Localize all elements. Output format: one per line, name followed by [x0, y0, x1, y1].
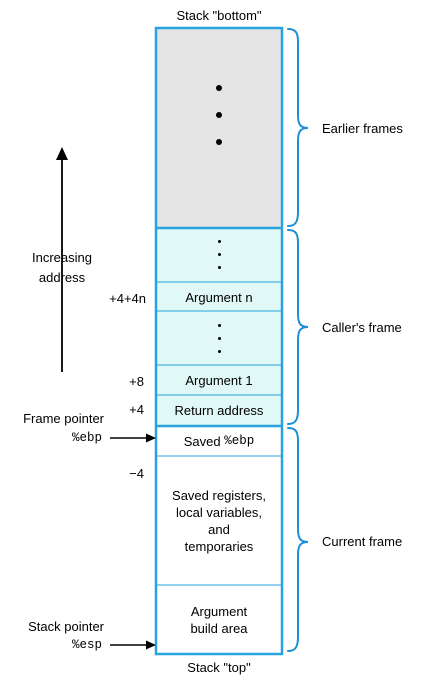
- ellipsis-dot: [216, 112, 222, 118]
- ellipsis-dot: [218, 350, 221, 353]
- ellipsis-dot: [218, 253, 221, 256]
- ellipsis-dot: [216, 139, 222, 145]
- increasing-address-line-2: address: [38, 270, 86, 285]
- increasing-address-line-1: Increasing: [32, 250, 92, 265]
- saved-ebp-register: %ebp: [224, 434, 255, 448]
- ellipsis-dot: [218, 266, 221, 269]
- increasing-address-arrowhead: [56, 147, 68, 160]
- offset-argument-n: +4+4n: [109, 291, 146, 306]
- stack-top-label: Stack "top": [187, 660, 251, 675]
- current-frame-brace: [287, 427, 309, 652]
- offset-return-address: +4: [129, 402, 144, 417]
- stack-outline: [154, 26, 284, 656]
- saved-ebp-label: Saved: [183, 434, 221, 449]
- return-address-cell: Return address: [157, 396, 281, 425]
- saved-registers-line-2: local variables,: [176, 505, 262, 520]
- earlier-frames-region: [156, 28, 282, 228]
- cell-dividers: [156, 281, 282, 586]
- offset-saved-registers: −4: [129, 466, 144, 481]
- frame-pointer-label: Frame pointer: [23, 411, 104, 426]
- ellipsis-dot: [218, 337, 221, 340]
- frame-boundaries: [156, 226, 282, 428]
- ellipsis-dot: [218, 240, 221, 243]
- argument-n-cell: Argument n: [157, 283, 281, 311]
- stack-pointer-register: %esp: [71, 638, 102, 652]
- earlier-frames-label: Earlier frames: [322, 121, 403, 136]
- callers-frame-label: Caller's frame: [322, 320, 402, 335]
- frame-pointer-register: %ebp: [71, 431, 102, 445]
- argument-n-label: Argument n: [185, 289, 253, 305]
- stack-pointer-arrowhead: [146, 640, 156, 650]
- saved-registers-line-4: temporaries: [184, 539, 254, 554]
- ellipsis-dot: [218, 324, 221, 327]
- argument-build-line-1: Argument: [190, 603, 248, 619]
- saved-registers-cell: Saved registers, local variables, and te…: [157, 457, 281, 585]
- ellipsis-dot: [216, 85, 222, 91]
- current-frame-region: [156, 426, 282, 654]
- frame-pointer-arrowhead: [146, 433, 156, 443]
- argument-build-line-2: build area: [190, 620, 248, 636]
- current-frame-label: Current frame: [322, 534, 403, 549]
- saved-registers-line-3: and: [208, 522, 230, 537]
- earlier-frames-brace: [287, 28, 309, 227]
- stack-bottom-label: Stack "bottom": [176, 8, 262, 23]
- argument-1-cell: Argument 1: [157, 366, 281, 395]
- argument-1-label: Argument 1: [185, 373, 253, 388]
- callers-frame-region: [156, 228, 282, 426]
- increasing-address-label: Increasing address: [16, 248, 108, 288]
- saved-registers-line-1: Saved registers,: [172, 488, 266, 503]
- offset-argument-1: +8: [129, 374, 144, 389]
- argument-build-cell: Argument build area: [157, 586, 281, 653]
- stack-pointer-label: Stack pointer: [28, 619, 104, 634]
- callers-frame-brace: [287, 229, 309, 425]
- saved-ebp-cell: Saved %ebp: [157, 427, 281, 456]
- return-address-label: Return address: [174, 403, 264, 418]
